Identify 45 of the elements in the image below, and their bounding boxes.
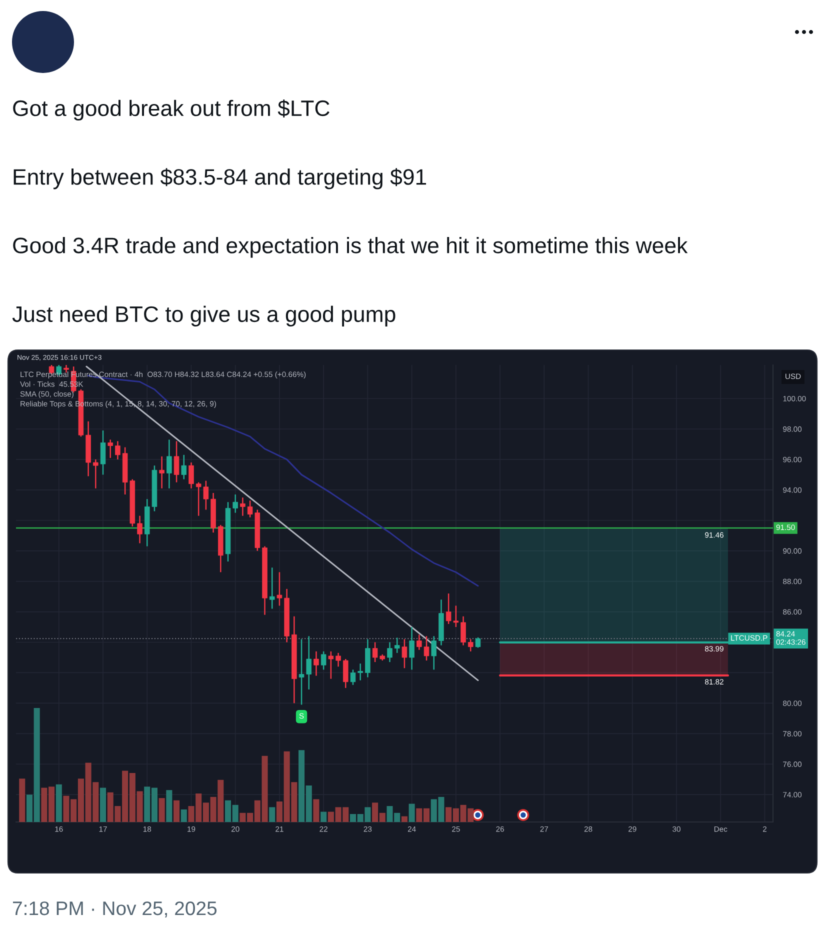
candlestick (159, 456, 164, 490)
candlestick (276, 572, 282, 606)
bar (158, 798, 165, 822)
bar (180, 809, 187, 822)
bar (100, 788, 106, 822)
bar (408, 804, 415, 822)
bar (166, 790, 172, 822)
candlestick (181, 454, 187, 480)
bar (401, 816, 408, 822)
candlestick (402, 638, 408, 669)
candlestick (93, 458, 98, 490)
candlestick (416, 634, 422, 650)
text: 7:18 PM · Nov 25, 2025 (12, 901, 217, 918)
chart-title: Got a good break out from $LTC Entry between $83.5-84 and targeting $91 Good 3.4R trade and expectation is that we hit it sometime this week Just need BTC to give us a good pump (12, 99, 688, 326)
bar (269, 807, 276, 822)
candlestick (174, 440, 180, 483)
candlestick (269, 566, 275, 610)
candlestick (314, 650, 319, 676)
candlestick (115, 440, 120, 460)
candlestick (108, 439, 113, 459)
candlestick (394, 637, 400, 654)
candlestick (188, 462, 194, 490)
candlestick (320, 650, 326, 670)
candlestick (468, 638, 474, 652)
candlestick (137, 515, 142, 544)
candlestick (358, 662, 363, 681)
bar (174, 800, 180, 822)
candlestick (100, 430, 106, 476)
candlestick (336, 652, 341, 668)
candlestick (232, 494, 238, 514)
candlestick (166, 439, 172, 490)
bar (56, 784, 62, 822)
candlestick (409, 626, 414, 670)
bar (313, 799, 320, 822)
candlestick (424, 636, 430, 662)
candlestick (350, 669, 356, 686)
candlestick (475, 636, 481, 648)
candlestick (240, 496, 246, 516)
candlestick (431, 636, 437, 670)
candlestick (387, 642, 392, 663)
bar (19, 778, 26, 822)
candlestick (343, 658, 348, 689)
candlestick (460, 616, 466, 646)
candlestick (328, 650, 334, 680)
bar (320, 812, 327, 822)
